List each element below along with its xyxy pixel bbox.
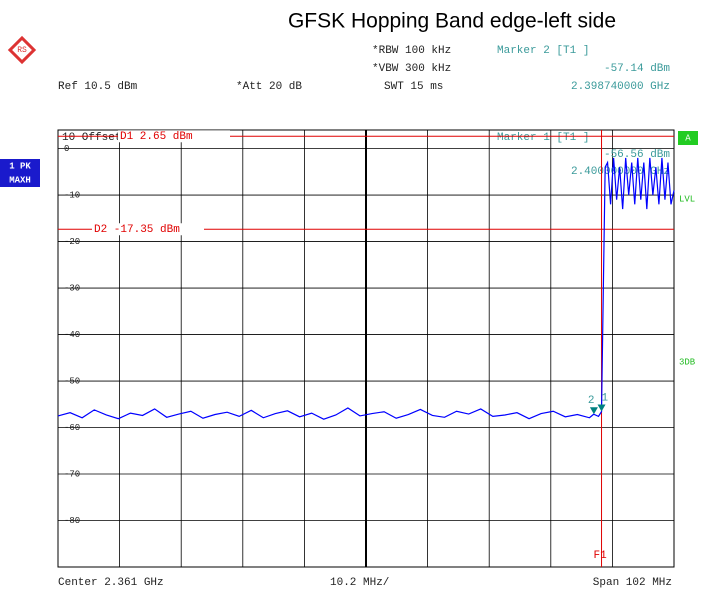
trace <box>57 157 675 420</box>
y-tick-label: 0 <box>64 144 69 154</box>
y-tick-label: -50 <box>64 376 80 386</box>
y-tick-label: -20 <box>64 237 80 247</box>
y-tick-label: -40 <box>64 330 80 340</box>
y-tick-label: -60 <box>64 423 80 433</box>
display-line-label-bg <box>118 130 230 143</box>
marker-label: 1 <box>602 392 609 404</box>
ref-level: Ref 10.5 dBm <box>58 81 138 93</box>
marker-title: Marker 2 [T1 ] <box>497 45 589 57</box>
flag: 3DB <box>679 357 696 367</box>
trace-mode: 1 PK <box>9 161 31 171</box>
display-line-label: D2 -17.35 dBm <box>94 224 180 236</box>
marker-level: -57.14 dBm <box>604 63 670 75</box>
marker <box>597 404 606 412</box>
y-tick-label: -10 <box>64 190 80 200</box>
chart-title: GFSK Hopping Band edge-left side <box>288 10 616 33</box>
marker <box>589 407 598 415</box>
marker-level: -56.56 dBm <box>604 149 670 161</box>
flag: A <box>685 133 691 143</box>
swt: SWT 15 ms <box>384 81 443 93</box>
attenuation: *Att 20 dB <box>236 81 302 93</box>
rbw: *RBW 100 kHz <box>372 45 451 57</box>
marker-freq: 2.398740000 GHz <box>571 81 670 93</box>
y-tick-label: -30 <box>64 283 80 293</box>
marker-title: Marker 1 [T1 ] <box>497 132 589 144</box>
flag: LVL <box>679 194 695 204</box>
y-tick-label: -70 <box>64 469 80 479</box>
svg-text:RS: RS <box>17 46 27 55</box>
frequency-line-label: F1 <box>594 550 608 562</box>
trace-mode-box <box>0 159 40 187</box>
vbw: *VBW 300 kHz <box>372 63 451 75</box>
marker-label: 2 <box>588 395 595 407</box>
flag-box <box>678 131 698 145</box>
trace-mode: MAXH <box>9 175 31 185</box>
y-tick-label: -80 <box>64 516 80 526</box>
center: Center 2.361 GHz <box>58 577 164 589</box>
logo: RS <box>7 35 37 65</box>
span: Span 102 MHz <box>593 577 672 589</box>
per-division: 10.2 MHz/ <box>330 577 389 589</box>
display-line-label-bg <box>92 223 204 236</box>
display-line-label: D1 2.65 dBm <box>120 131 193 143</box>
